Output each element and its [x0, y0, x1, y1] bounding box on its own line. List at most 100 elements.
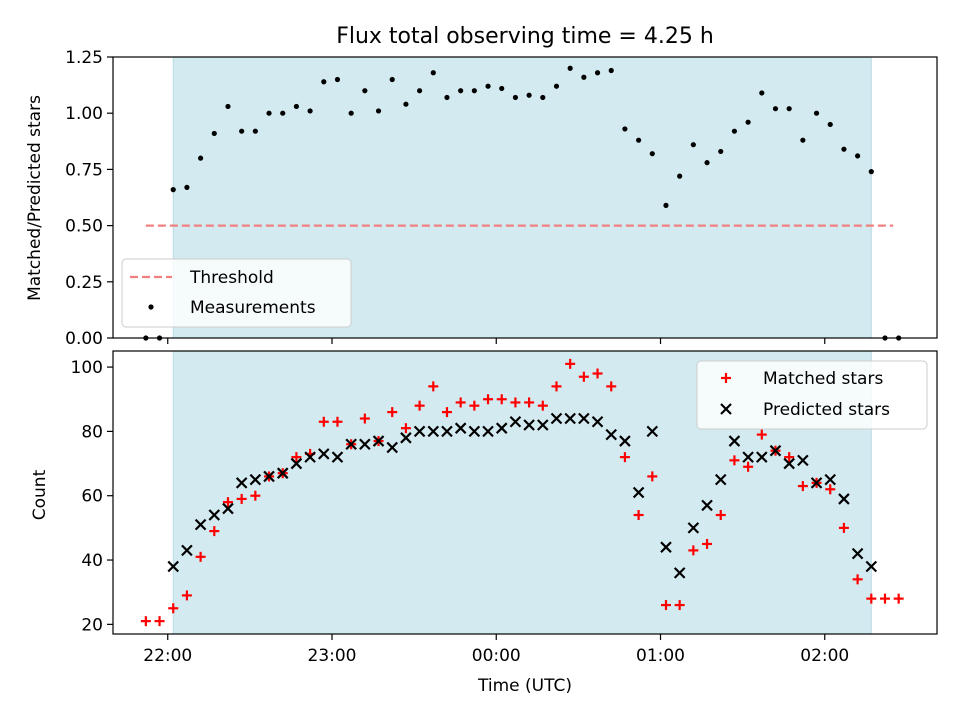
- x-b: [591, 415, 604, 428]
- x-b: [865, 560, 878, 573]
- bottom-panel: 20 40 60 80 100 22:00 23:00 00:00 01:00 02:00 Matc…: [71, 350, 938, 666]
- y-tick-label: 1.00: [65, 104, 103, 124]
- measurement-point: [731, 128, 738, 134]
- measurement-point: [403, 101, 409, 107]
- matched-star-point: [168, 603, 179, 614]
- predicted-star-point: [673, 567, 686, 579]
- legend-top: Threshold Measurements: [121, 258, 352, 328]
- x-b: [810, 477, 823, 489]
- x-b: [263, 470, 275, 483]
- matched-star-point: [455, 397, 466, 408]
- measurement-point: [444, 94, 450, 101]
- x-tick-label: 01:00: [636, 646, 685, 666]
- predicted-star-point: [400, 432, 412, 444]
- x-b: [646, 425, 659, 438]
- measurement-point: [690, 142, 696, 148]
- matched-star-point: [797, 481, 808, 492]
- matched-star-point: [537, 400, 548, 411]
- predicted-star-point: [810, 477, 823, 489]
- measurement-point: [841, 146, 847, 152]
- measurement-point: [855, 153, 861, 159]
- x-b: [783, 457, 795, 470]
- x-b: [578, 412, 590, 425]
- top-ylabel: Matched/Predicted stars: [25, 95, 45, 301]
- predicted-star-point: [194, 518, 207, 531]
- x-b: [304, 451, 316, 463]
- matched-star-point: [441, 407, 452, 418]
- measurement-point: [417, 88, 423, 94]
- x-b: [249, 473, 262, 486]
- x-b: [194, 518, 207, 531]
- matched-star-point: [469, 400, 480, 411]
- matched-star-point: [181, 590, 192, 601]
- measurement-point: [499, 85, 505, 92]
- legend-measurement-label: Measurements: [190, 298, 316, 318]
- measurement-point: [198, 155, 204, 161]
- measurement-point: [334, 76, 341, 83]
- matched-star-point: [483, 394, 494, 405]
- predicted-star-point: [290, 457, 303, 470]
- measurement-point: [170, 187, 176, 193]
- predicted-star-point: [427, 425, 440, 438]
- x-b: [413, 425, 426, 438]
- y-tick-label: 0.50: [65, 217, 103, 237]
- matched-star-point: [578, 371, 589, 382]
- matched-star-point: [715, 510, 726, 521]
- matched-star-point: [565, 358, 576, 369]
- matched-star-point: [524, 397, 535, 408]
- matched-star-point: [879, 593, 890, 604]
- measurement-point: [622, 126, 628, 132]
- measurement-point: [348, 110, 354, 116]
- measurement-point: [293, 103, 300, 110]
- predicted-star-point: [208, 509, 221, 521]
- measurement-point: [745, 119, 751, 125]
- measurement-point: [252, 128, 258, 134]
- measurement-point: [553, 83, 560, 89]
- predicted-star-point: [331, 451, 344, 463]
- measurement-point: [321, 79, 327, 85]
- x-tick-label: 00:00: [472, 646, 521, 666]
- matched-star-point: [688, 545, 699, 556]
- matched-star-point: [209, 526, 220, 537]
- measurement-point: [211, 130, 217, 137]
- measurement-point: [704, 160, 710, 166]
- predicted-star-point: [359, 438, 371, 451]
- x-b: [482, 425, 494, 438]
- x-b: [769, 444, 782, 457]
- predicted-star-point: [660, 541, 672, 553]
- x-b: [838, 493, 850, 505]
- measurement-point: [594, 70, 601, 76]
- predicted-star-point: [235, 477, 248, 489]
- predicted-star-point: [550, 412, 563, 425]
- predicted-star-point: [482, 425, 494, 438]
- x-b: [632, 486, 645, 499]
- y-tick-label: 60: [81, 487, 103, 507]
- matched-star-point: [510, 397, 521, 408]
- measurement-point: [718, 148, 724, 155]
- predicted-star-point: [167, 560, 180, 573]
- predicted-star-point: [632, 486, 645, 499]
- matched-star-point: [250, 490, 261, 501]
- x-b: [550, 412, 563, 425]
- predicted-star-point: [263, 470, 275, 483]
- axes-frame: [112, 56, 938, 339]
- x-b: [756, 451, 768, 463]
- x-b: [605, 428, 618, 441]
- matched-star-point: [414, 400, 425, 411]
- matched-star-point: [332, 416, 343, 427]
- matched-star-point: [318, 416, 329, 427]
- predicted-star-point: [523, 419, 535, 431]
- matched-star-point: [606, 381, 617, 392]
- x-tick-label: 23:00: [308, 646, 357, 666]
- legend-measurement-marker: [148, 304, 154, 310]
- predicted-star-point: [605, 428, 618, 441]
- matched-star-point: [619, 452, 630, 463]
- predicted-star-point: [372, 435, 385, 447]
- series-predicted-stars: [167, 412, 878, 579]
- predicted-star-point: [742, 451, 754, 463]
- predicted-star-point: [701, 499, 713, 512]
- top-panel: 0.00 0.25 0.50 0.75 1.00 1.25 Threshold Measure…: [65, 48, 938, 349]
- measurement-point: [759, 90, 765, 96]
- matched-star-point: [702, 538, 713, 549]
- predicted-star-point: [783, 457, 795, 470]
